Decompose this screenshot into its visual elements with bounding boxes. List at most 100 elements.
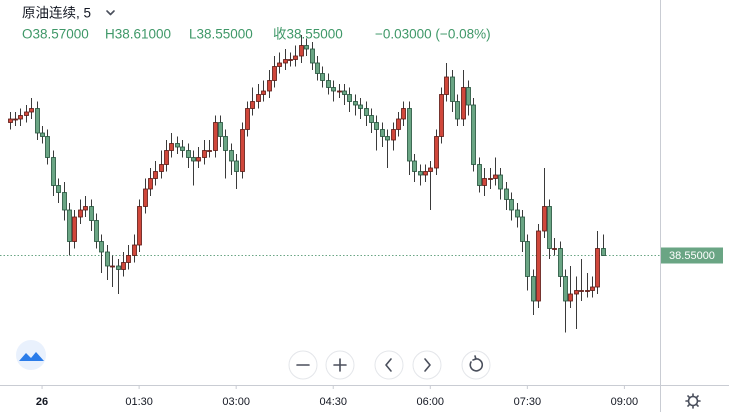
- candle-body: [229, 150, 234, 162]
- candle-body: [520, 216, 525, 242]
- title-chevron[interactable]: [106, 10, 115, 16]
- candle-body: [493, 174, 498, 179]
- candle-body: [552, 248, 557, 250]
- ohlc-value: H38.61000: [105, 27, 171, 42]
- candle-body: [207, 150, 212, 152]
- zoom-out-button[interactable]: [288, 350, 318, 380]
- candle-body: [234, 160, 239, 172]
- candle-body: [261, 90, 266, 95]
- reset-button[interactable]: [461, 350, 491, 380]
- candle-body: [196, 157, 201, 162]
- candle-body: [509, 199, 514, 211]
- ohlc-value: L38.55000: [189, 27, 253, 42]
- candle-body: [169, 143, 174, 151]
- candle-body: [326, 80, 331, 88]
- candle-body: [164, 150, 169, 165]
- candle-body: [439, 94, 444, 137]
- candle-body: [223, 136, 228, 151]
- x-tick-label: 26: [36, 396, 48, 408]
- candle-body: [213, 122, 218, 151]
- logo[interactable]: [16, 340, 46, 370]
- candle-body: [180, 146, 185, 151]
- candle-body: [45, 136, 50, 158]
- candle-body: [35, 108, 40, 134]
- candle-body: [29, 108, 34, 113]
- candle-body: [24, 111, 29, 116]
- candle-body: [175, 143, 180, 148]
- candles: [0, 35, 660, 333]
- candle-body: [407, 108, 412, 162]
- candle-body: [358, 104, 363, 109]
- candle-body: [250, 101, 255, 109]
- candle-body: [40, 132, 45, 137]
- candle-body: [380, 129, 385, 137]
- ohlc-value: 收38.55000: [273, 27, 343, 42]
- candle-body: [283, 59, 288, 64]
- candle-body: [536, 230, 541, 302]
- candle-body: [331, 87, 336, 92]
- candle-body: [153, 171, 158, 179]
- candle-body: [558, 248, 563, 277]
- candle-body: [601, 248, 606, 256]
- candle-body: [105, 251, 110, 267]
- candle-body: [585, 290, 590, 292]
- candle-body: [547, 206, 552, 249]
- candle-body: [304, 45, 309, 50]
- logo-mark[interactable]: [19, 352, 44, 361]
- candle-body: [159, 164, 164, 172]
- candle-body: [186, 150, 191, 158]
- candle-body: [310, 48, 315, 64]
- x-tick-label: 04:30: [319, 396, 347, 408]
- candle-body: [137, 206, 142, 246]
- scroll-left-button[interactable]: [374, 350, 404, 380]
- candle-body: [396, 118, 401, 130]
- candle-body: [18, 115, 23, 120]
- candle-body: [288, 59, 293, 61]
- candle-body: [277, 62, 282, 67]
- candle-body: [488, 178, 493, 180]
- candle-body: [347, 94, 352, 102]
- candle-body: [94, 220, 99, 242]
- candle-body: [531, 276, 536, 302]
- candle-body: [320, 73, 325, 81]
- x-tick-label: 06:00: [417, 396, 445, 408]
- candle-body: [148, 178, 153, 190]
- candle-body: [202, 150, 207, 158]
- candle-body: [121, 262, 126, 270]
- last-price-box: [661, 247, 723, 264]
- candle-body: [51, 157, 56, 186]
- candle-body: [299, 45, 304, 57]
- candle-body: [245, 108, 250, 130]
- candle-body: [72, 216, 77, 242]
- candle-body: [89, 206, 94, 221]
- zoom-in-button[interactable]: [325, 350, 355, 380]
- candle-body: [256, 94, 261, 102]
- candle-body: [418, 171, 423, 176]
- candle-body: [450, 76, 455, 102]
- candle-body: [563, 276, 568, 302]
- candle-body: [267, 80, 272, 92]
- scroll-right-button[interactable]: [412, 350, 442, 380]
- candle-body: [369, 115, 374, 123]
- candle-body: [504, 188, 509, 200]
- candle-body: [579, 290, 584, 292]
- chart-title: 原油连续, 5: [22, 6, 91, 21]
- candle-body: [62, 192, 67, 211]
- candle-body: [498, 174, 503, 190]
- ohlc-value: −0.03000 (−0.08%): [375, 27, 491, 42]
- settings-button[interactable]: [685, 393, 701, 409]
- x-tick-label: 01:30: [125, 396, 153, 408]
- candle-body: [461, 87, 466, 120]
- candle-body: [444, 76, 449, 95]
- last-price-label: 38.55000: [669, 250, 715, 262]
- candle-body: [482, 178, 487, 186]
- candle-body: [132, 244, 137, 256]
- candle-body: [471, 104, 476, 165]
- candle-body: [428, 167, 433, 172]
- logo-bg[interactable]: [16, 340, 46, 370]
- candle-body: [353, 101, 358, 106]
- candle-body: [574, 290, 579, 295]
- candle-body: [56, 185, 61, 193]
